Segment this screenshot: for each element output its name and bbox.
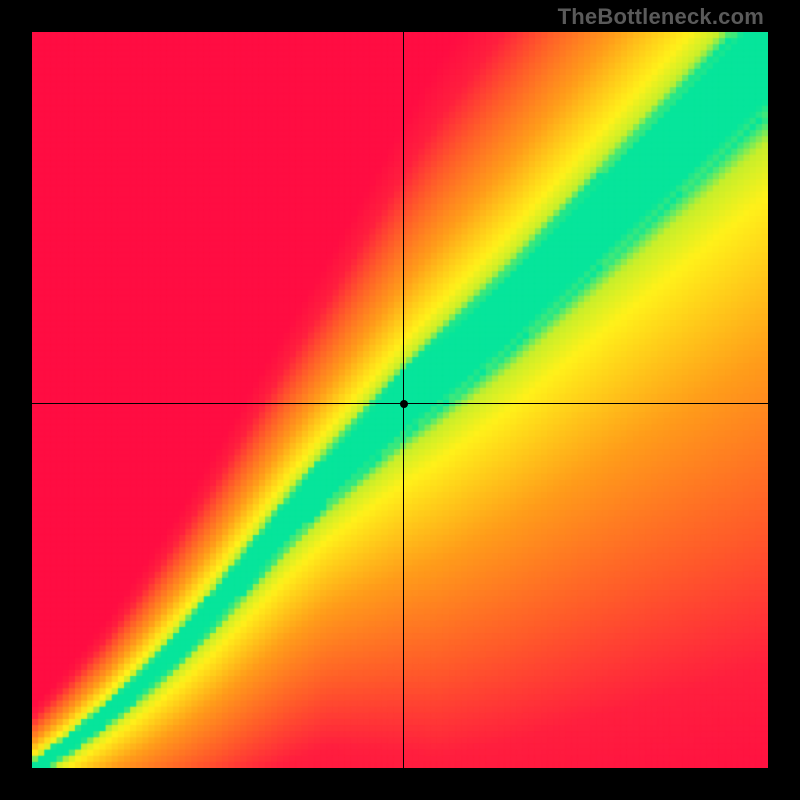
selected-point-marker <box>400 400 408 408</box>
chart-frame: TheBottleneck.com <box>0 0 800 800</box>
watermark-text: TheBottleneck.com <box>558 4 764 30</box>
